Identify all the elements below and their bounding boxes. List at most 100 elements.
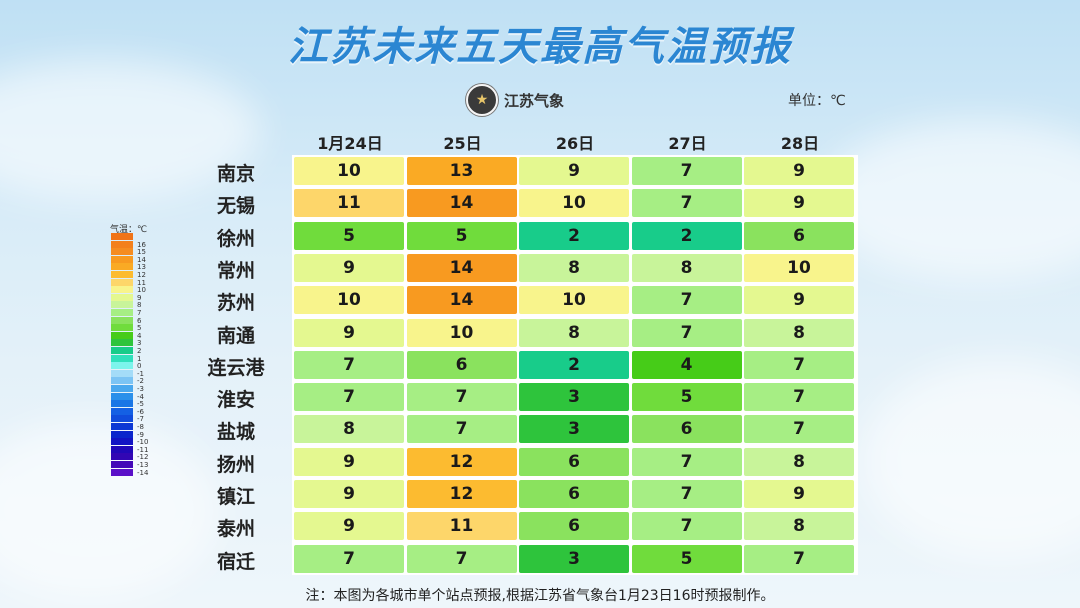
temperature-cell: 10 xyxy=(744,253,854,282)
temperature-cell: 3 xyxy=(519,383,629,412)
legend-label: -13 xyxy=(137,461,149,469)
legend-label: -7 xyxy=(137,415,144,424)
temperature-cell: 9 xyxy=(294,447,404,476)
temperature-cell: 12 xyxy=(406,447,517,476)
city-label: 南京 xyxy=(216,163,255,185)
temperature-cell: 10 xyxy=(519,286,629,315)
city-label: 镇江 xyxy=(216,486,255,508)
legend-swatch xyxy=(111,423,133,430)
legend-swatch xyxy=(111,407,133,415)
temperature-cell: 7 xyxy=(631,189,742,218)
temperature-cell: 5 xyxy=(294,221,404,250)
temperature-cell: 8 xyxy=(744,512,854,541)
legend-swatch xyxy=(111,385,133,392)
temperature-cell: 11 xyxy=(406,512,517,541)
temperature-cell: 2 xyxy=(519,350,629,379)
temperature-cell: 9 xyxy=(294,318,404,347)
temperature-cell: 12 xyxy=(406,480,517,508)
legend-swatch xyxy=(111,233,133,240)
legend-swatch xyxy=(111,468,133,476)
legend-label: 0 xyxy=(137,362,142,371)
temperature-cell: 6 xyxy=(631,415,742,444)
legend-label: 3 xyxy=(137,339,142,348)
legend-label: 2 xyxy=(137,347,142,355)
temperature-cell: 8 xyxy=(744,318,854,347)
legend-swatch xyxy=(111,354,133,362)
legend-swatch xyxy=(111,324,133,332)
unit-label: 单位：℃ xyxy=(788,93,846,109)
legend-label: 14 xyxy=(137,255,146,264)
temperature-cell: 9 xyxy=(744,189,854,218)
legend-swatch xyxy=(111,438,133,446)
legend-label: -11 xyxy=(137,445,149,454)
column-header: 27日 xyxy=(668,134,707,153)
temperature-cell: 5 xyxy=(631,544,742,573)
legend-swatch xyxy=(111,400,133,408)
column-header: 1月24日 xyxy=(317,134,383,153)
legend-swatch xyxy=(111,430,133,438)
legend-label: -10 xyxy=(137,438,149,447)
legend-swatch xyxy=(111,445,133,453)
legend-label: 5 xyxy=(137,324,142,333)
temperature-cell: 3 xyxy=(519,415,629,444)
temperature-cell: 7 xyxy=(294,350,404,379)
temperature-cell: 7 xyxy=(631,447,742,476)
footnote: 注：本图为各城市单个站点预报,根据江苏省气象台1月23日16时预报制作。 xyxy=(305,588,775,604)
legend-label: 10 xyxy=(137,286,146,295)
city-label: 扬州 xyxy=(216,453,255,476)
temperature-cell: 8 xyxy=(744,447,854,476)
temperature-cell: 4 xyxy=(631,350,742,379)
legend-swatch xyxy=(111,271,133,278)
temperature-cell: 7 xyxy=(744,350,854,379)
legend-swatch xyxy=(111,362,133,370)
temperature-cell: 2 xyxy=(631,221,742,250)
temperature-cell: 9 xyxy=(744,286,854,315)
temperature-cell: 6 xyxy=(744,221,854,250)
legend-swatch xyxy=(111,369,133,377)
temperature-cell: 11 xyxy=(294,189,404,218)
temperature-cell: 9 xyxy=(294,512,404,541)
temperature-cell: 13 xyxy=(406,157,517,185)
temperature-cell: 9 xyxy=(744,480,854,508)
temperature-cell: 7 xyxy=(406,415,517,444)
weather-bureau-emblem-icon: ★ xyxy=(466,84,498,116)
legend-label: 13 xyxy=(137,263,146,272)
logo: ★ 江苏气象 xyxy=(466,84,564,116)
legend-label: 7 xyxy=(137,309,142,317)
temperature-cell: 9 xyxy=(744,157,854,185)
legend-label: 1 xyxy=(137,354,142,363)
temperature-cell: 7 xyxy=(631,286,742,315)
temperature-cell: 8 xyxy=(294,415,404,444)
legend-swatch xyxy=(111,278,133,286)
legend-swatch xyxy=(111,248,133,256)
legend-label: 11 xyxy=(137,278,146,287)
city-label: 淮安 xyxy=(216,389,255,412)
city-label: 泰州 xyxy=(216,518,255,541)
temperature-cell: 7 xyxy=(406,383,517,412)
temperature-cell: 7 xyxy=(631,318,742,347)
legend-label: -5 xyxy=(137,400,144,409)
temperature-cell: 7 xyxy=(294,544,404,573)
legend-label: 16 xyxy=(137,240,146,249)
city-label: 苏州 xyxy=(216,292,255,315)
temperature-cell: 7 xyxy=(744,383,854,412)
column-header: 25日 xyxy=(443,134,482,153)
column-header: 28日 xyxy=(780,134,820,153)
legend-swatch xyxy=(111,339,133,347)
temperature-cell: 6 xyxy=(519,480,629,508)
legend-swatch xyxy=(111,347,133,354)
temperature-cell: 7 xyxy=(631,512,742,541)
city-label: 无锡 xyxy=(216,195,255,218)
temperature-cell: 9 xyxy=(519,157,629,185)
temperature-cell: 7 xyxy=(631,480,742,508)
temperature-cell: 9 xyxy=(294,253,404,282)
temperature-cell: 7 xyxy=(294,383,404,412)
legend-swatch xyxy=(111,293,133,301)
city-label: 连云港 xyxy=(207,356,265,379)
legend-label: -4 xyxy=(137,392,144,401)
legend-swatch xyxy=(111,316,133,324)
legend-swatch xyxy=(111,453,133,461)
legend-label: -12 xyxy=(137,453,149,462)
temperature-cell: 8 xyxy=(631,253,742,282)
legend-label: 15 xyxy=(137,248,146,257)
